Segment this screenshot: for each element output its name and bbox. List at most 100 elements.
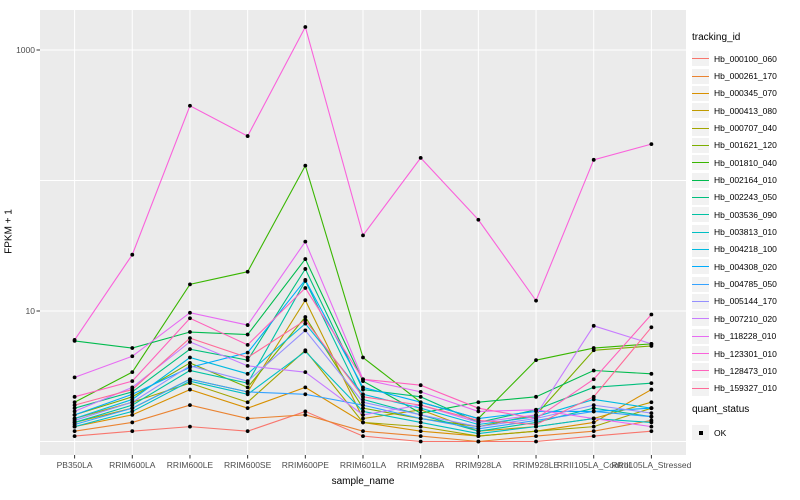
data-point <box>534 416 538 421</box>
data-point <box>649 424 654 429</box>
legend-entry-label: Hb_000345_070 <box>714 88 777 99</box>
data-point <box>476 424 481 429</box>
legend-entry-label: Hb_000413_080 <box>714 105 777 116</box>
legend-key-swatch <box>692 68 709 84</box>
legend-key-swatch <box>692 172 709 188</box>
data-point <box>245 363 250 368</box>
data-point <box>591 416 596 421</box>
legend-line-sample <box>692 300 709 302</box>
data-point <box>130 346 135 350</box>
data-point <box>418 383 423 388</box>
legend-point-sample <box>698 430 703 435</box>
x-tick-label: RRIM928LE <box>513 460 560 470</box>
data-point <box>649 341 654 346</box>
data-point <box>361 355 365 360</box>
data-point <box>418 400 423 405</box>
data-point <box>361 385 365 390</box>
data-point <box>649 414 654 419</box>
legend-key-swatch <box>692 224 709 240</box>
legend-entry-label: Hb_003813_010 <box>714 227 777 238</box>
data-point <box>361 233 365 238</box>
data-point <box>130 429 135 434</box>
legend-line-sample <box>692 353 709 355</box>
data-point <box>534 422 538 427</box>
x-tick-label: RRIM600LE <box>167 460 214 470</box>
legend-entry-quant: OK <box>692 424 726 441</box>
legend-entry: Hb_128473_010 <box>692 362 777 379</box>
legend-line-sample <box>692 162 709 164</box>
data-point <box>245 429 250 434</box>
data-point <box>303 412 308 417</box>
data-point <box>188 330 192 334</box>
legend-entry-label: Hb_003536_090 <box>714 209 777 220</box>
data-point <box>72 338 77 342</box>
legend-entry: Hb_002164_010 <box>692 171 777 188</box>
data-point <box>245 350 250 355</box>
data-point <box>188 282 192 287</box>
legend-entries-quant-status: OK <box>692 424 726 441</box>
data-point <box>591 385 596 390</box>
data-point <box>130 400 135 405</box>
legend-line-sample <box>692 179 709 181</box>
data-point <box>303 278 308 282</box>
legend-line-sample <box>692 92 709 94</box>
data-point <box>130 370 135 375</box>
data-point <box>591 420 596 425</box>
x-tick-label: RRII105LA_Stressed <box>611 460 691 470</box>
x-tick-label: RRIM928BA <box>397 460 445 470</box>
legend-entry-label: Hb_118228_010 <box>714 331 777 342</box>
data-point <box>361 377 365 382</box>
legend-entry: Hb_000100_060 <box>692 50 777 67</box>
data-point <box>591 403 596 408</box>
data-point <box>649 411 654 416</box>
legend-key-swatch <box>692 293 709 309</box>
legend-entry: Hb_003536_090 <box>692 206 777 223</box>
legend-key-swatch <box>692 207 709 223</box>
legend-entry-label: Hb_123301_010 <box>714 348 777 359</box>
x-tick-label: RRII105LA_Control <box>557 460 631 470</box>
legend-entry-label: Hb_000261_170 <box>714 71 777 82</box>
x-tick-label: RRIM600PE <box>282 460 330 470</box>
legend-entry: Hb_002243_050 <box>692 189 777 206</box>
data-point <box>418 416 423 421</box>
data-point <box>245 355 250 360</box>
legend-key-swatch <box>692 189 709 205</box>
data-point <box>303 328 308 333</box>
data-point <box>188 403 192 408</box>
legend-line-sample <box>692 127 709 129</box>
legend-entry: Hb_001621_120 <box>692 137 777 154</box>
data-point <box>649 400 654 405</box>
legend-entry: Hb_118228_010 <box>692 328 777 345</box>
data-point <box>72 409 77 414</box>
data-point <box>245 389 250 394</box>
data-point <box>303 239 308 244</box>
data-point <box>418 420 423 425</box>
legend-entry-label: Hb_159327_010 <box>714 383 777 394</box>
data-point <box>188 347 192 352</box>
data-point <box>303 409 308 414</box>
data-point <box>476 418 481 423</box>
data-point <box>591 394 596 399</box>
data-point <box>418 412 423 417</box>
legend-entry-label: Hb_007210_020 <box>714 313 777 324</box>
data-point <box>649 325 654 330</box>
x-tick-label: RRIM600SE <box>224 460 272 470</box>
data-point <box>188 361 192 365</box>
legend-key-swatch <box>692 137 709 153</box>
data-point <box>245 358 250 363</box>
data-point <box>188 339 192 344</box>
data-point <box>534 429 538 434</box>
data-point <box>361 434 365 438</box>
data-point <box>130 354 135 359</box>
data-point <box>591 424 596 429</box>
data-point <box>72 418 77 423</box>
data-point <box>130 387 135 392</box>
data-point <box>418 394 423 399</box>
legend-line-sample <box>692 335 709 337</box>
legend-entry: Hb_004308_020 <box>692 258 777 275</box>
data-point <box>361 394 365 399</box>
data-point <box>130 406 135 411</box>
legend-key-swatch <box>692 103 709 119</box>
data-point <box>418 424 423 429</box>
